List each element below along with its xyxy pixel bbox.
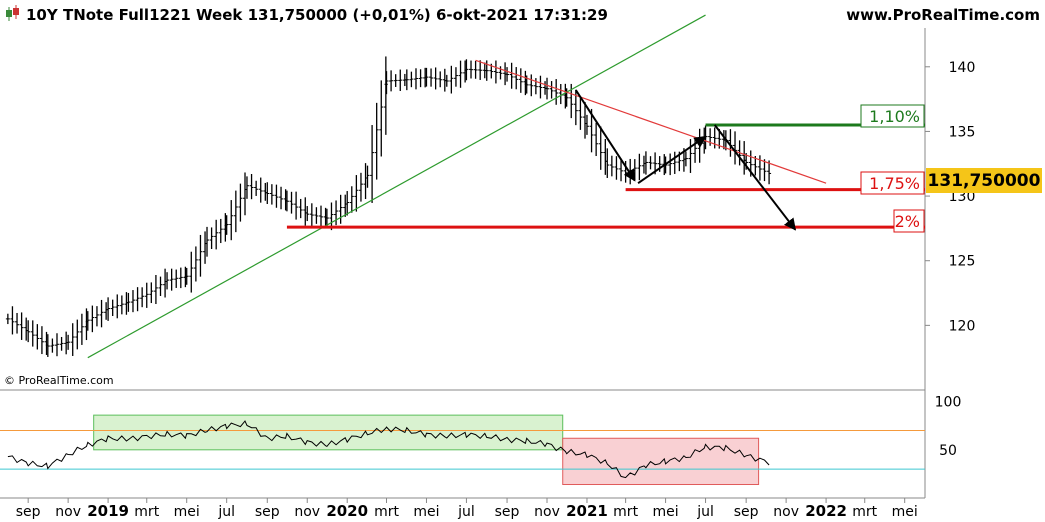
x-tick-label: 2020 — [326, 502, 368, 520]
price-ytick-label: 135 — [949, 124, 976, 140]
watermark: © ProRealTime.com — [4, 374, 114, 387]
rsi-line — [7, 420, 770, 479]
x-tick-label: 2019 — [87, 502, 129, 520]
resistance-label: 1,10% — [869, 107, 920, 126]
x-tick-label: mei — [174, 504, 200, 520]
uptrend-line — [87, 14, 706, 359]
x-tick-label: mrt — [852, 504, 877, 520]
x-tick-label: 2022 — [805, 502, 847, 520]
support-2-label: 2% — [895, 212, 920, 231]
price-ytick-label: 120 — [949, 318, 976, 334]
x-tick-label: nov — [55, 504, 81, 520]
oversold-zone — [562, 437, 760, 486]
x-tick-label: jul — [457, 504, 475, 520]
rsi-panel — [0, 414, 925, 486]
header: 10Y TNote Full1221 Week 131,750000 (+0,0… — [6, 5, 1040, 24]
x-tick-label: 2021 — [566, 502, 608, 520]
x-tick-label: sep — [495, 504, 520, 520]
price-ytick-label: 130 — [949, 189, 976, 205]
x-tick-label: mrt — [134, 504, 159, 520]
x-tick-label: sep — [16, 504, 41, 520]
trend-arrow — [637, 135, 707, 184]
x-tick-label: mrt — [374, 504, 399, 520]
x-tick-label: mei — [413, 504, 439, 520]
chart-title: 10Y TNote Full1221 Week 131,750000 (+0,0… — [26, 6, 608, 24]
price-ytick-label: 140 — [949, 60, 976, 76]
x-tick-label: jul — [217, 504, 235, 520]
candle-icon — [6, 5, 19, 21]
support-2-label-box — [893, 209, 925, 233]
trend-arrow — [574, 89, 636, 182]
x-tick-label: nov — [534, 504, 560, 520]
x-tick-label: mei — [892, 504, 918, 520]
rsi-ytick-label: 50 — [939, 443, 957, 459]
support-1-label-box — [860, 171, 925, 195]
overbought-zone — [93, 414, 564, 451]
x-tick-label: nov — [773, 504, 799, 520]
price-ytick-label: 125 — [949, 254, 976, 270]
support-1-label: 1,75% — [869, 174, 920, 193]
x-tick-label: sep — [255, 504, 280, 520]
x-tick-label: nov — [294, 504, 320, 520]
resistance-label-box — [860, 104, 925, 128]
trend-arrow — [713, 124, 797, 231]
x-tick-label: mei — [653, 504, 679, 520]
price-panel: 1,10% 1,75% 2% — [5, 14, 925, 359]
last-price-badge: 131,750000 — [926, 168, 1042, 193]
rsi-ytick-label: 100 — [935, 395, 962, 411]
x-tick-label: sep — [734, 504, 759, 520]
x-tick-label: mrt — [613, 504, 638, 520]
x-tick-label: jul — [696, 504, 714, 520]
downtrend-line — [475, 59, 827, 184]
site-link[interactable]: www.ProRealTime.com — [846, 6, 1040, 24]
last-price-value: 131,750000 — [928, 171, 1041, 191]
